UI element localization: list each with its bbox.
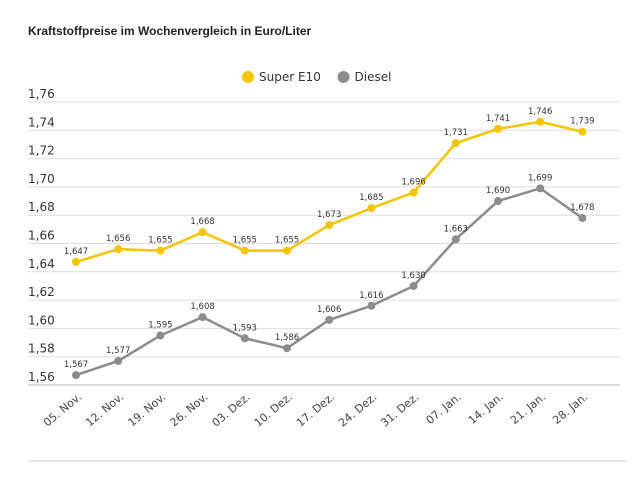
x-tick-label: 31. Dez. <box>378 390 421 429</box>
data-point <box>367 204 376 213</box>
y-tick-label: 1,68 <box>28 200 55 214</box>
y-tick-label: 1,62 <box>28 285 55 299</box>
data-point <box>536 184 545 193</box>
data-point <box>283 344 291 353</box>
y-tick-label: 1,70 <box>28 172 55 186</box>
y-tick-label: 1,64 <box>28 257 55 271</box>
x-tick-label: 21. Jan. <box>508 390 548 427</box>
data-point <box>451 235 460 244</box>
data-point <box>198 228 207 237</box>
x-tick-label: 12. Nov. <box>83 390 126 429</box>
data-point <box>240 334 249 343</box>
data-point <box>114 245 123 254</box>
data-point <box>409 188 418 197</box>
data-point <box>578 127 587 136</box>
legend-marker <box>242 71 254 83</box>
data-point <box>409 281 418 290</box>
data-label: 1,731 <box>444 128 468 138</box>
data-label: 1,673 <box>317 210 341 220</box>
data-label: 1,655 <box>148 236 172 246</box>
data-point <box>72 257 80 266</box>
y-tick-label: 1,72 <box>28 144 55 158</box>
data-point <box>283 246 291 255</box>
y-tick-label: 1,74 <box>28 115 55 129</box>
y-tick-label: 1,66 <box>28 229 55 243</box>
data-label: 1,685 <box>359 193 383 203</box>
y-tick-label: 1,60 <box>28 313 55 327</box>
legend-marker <box>337 71 350 83</box>
legend-label: Diesel <box>355 70 392 84</box>
x-tick-label: 19. Nov. <box>125 390 168 429</box>
data-point <box>367 301 376 310</box>
data-point <box>156 331 165 340</box>
data-label: 1,593 <box>233 323 257 333</box>
data-label: 1,699 <box>528 173 552 183</box>
x-tick-label: 07. Jan. <box>424 390 464 427</box>
chart-title: Kraftstoffpreise im Wochenvergleich in E… <box>28 24 312 38</box>
data-label: 1,608 <box>190 302 214 312</box>
data-point <box>325 221 334 230</box>
data-label: 1,678 <box>570 203 594 213</box>
data-label: 1,655 <box>233 236 257 246</box>
x-tick-label: 03. Dez. <box>210 390 253 429</box>
data-label: 1,567 <box>64 360 88 370</box>
data-label: 1,739 <box>570 117 594 127</box>
data-point <box>114 356 123 365</box>
x-tick-label: 10. Dez. <box>252 390 295 429</box>
data-label: 1,606 <box>317 305 341 315</box>
data-label: 1,616 <box>359 291 383 301</box>
data-label: 1,586 <box>275 333 299 343</box>
data-point <box>494 124 502 133</box>
x-tick-label: 24. Dez. <box>336 390 379 429</box>
data-point <box>72 371 80 380</box>
data-label: 1,630 <box>401 271 425 281</box>
legend-label: Super E10 <box>259 70 321 84</box>
data-label: 1,741 <box>486 114 510 124</box>
x-tick-label: 28. Jan. <box>550 390 590 427</box>
data-label: 1,577 <box>106 346 130 356</box>
data-point <box>578 214 587 223</box>
data-label: 1,696 <box>401 178 425 188</box>
x-tick-label: 17. Dez. <box>294 390 337 429</box>
data-label: 1,656 <box>106 234 130 244</box>
data-point <box>240 246 249 255</box>
data-point <box>198 313 207 322</box>
data-point <box>156 246 165 255</box>
data-label: 1,595 <box>148 320 172 330</box>
x-tick-label: 05. Nov. <box>41 390 84 429</box>
data-point <box>451 139 460 148</box>
data-label: 1,668 <box>190 217 214 227</box>
data-point <box>536 117 545 126</box>
x-tick-label: 26. Nov. <box>168 390 211 429</box>
x-tick-label: 14. Jan. <box>466 390 506 427</box>
data-label: 1,655 <box>275 236 299 246</box>
y-tick-label: 1,56 <box>28 370 55 384</box>
data-label: 1,647 <box>64 247 88 257</box>
y-tick-label: 1,58 <box>28 342 55 356</box>
data-label: 1,663 <box>444 224 468 234</box>
y-tick-label: 1,76 <box>28 87 55 101</box>
data-label: 1,690 <box>486 186 510 196</box>
data-label: 1,746 <box>528 107 552 117</box>
data-point <box>325 315 334 324</box>
data-point <box>494 197 502 206</box>
